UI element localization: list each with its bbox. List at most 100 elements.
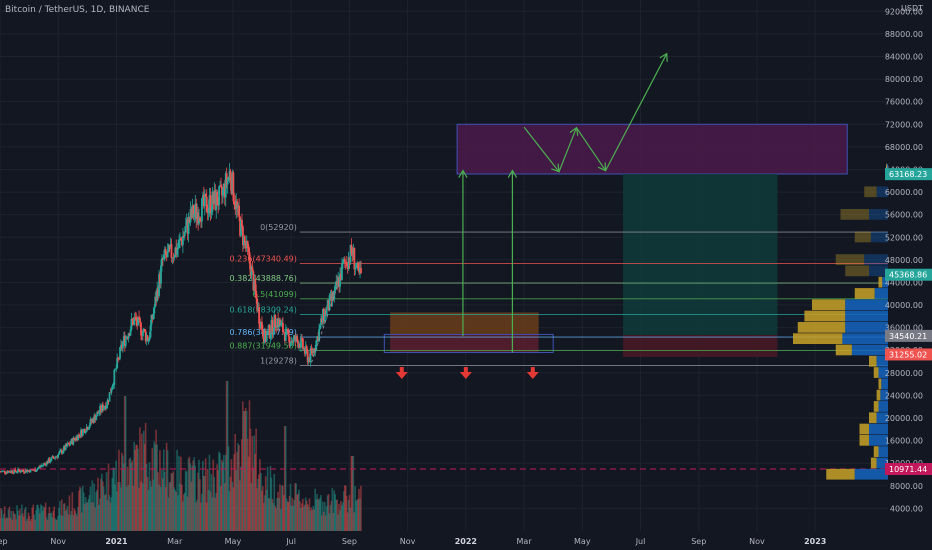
volume-bar — [74, 510, 76, 531]
volume-bar — [142, 430, 145, 531]
volume-bar — [261, 490, 263, 531]
candle-body — [201, 198, 203, 222]
candle-body — [11, 470, 14, 473]
volume-bar — [133, 442, 136, 531]
volume-bar — [266, 466, 269, 531]
volume-bar — [165, 442, 168, 531]
volume-bar — [138, 487, 140, 531]
time-axis[interactable]: Sep Nov 2021 Mar May Jul Sep Nov 2022 Mar May Jul Se… — [0, 537, 826, 546]
fibonacci-retracement[interactable]: 0(52920) 0.236(47340.49) 0.382(43888.76) 0.… — [230, 223, 888, 367]
candle-body — [339, 273, 341, 287]
volume-bar — [212, 459, 215, 531]
volume-bar — [105, 472, 108, 531]
candle-body — [225, 173, 228, 185]
candle-body — [158, 274, 160, 296]
candle-body — [6, 471, 9, 473]
volume-bar — [70, 510, 73, 531]
volume-bar — [333, 490, 336, 531]
volume-bar — [202, 475, 205, 531]
volume-bar — [205, 502, 208, 531]
candle-body — [21, 470, 24, 472]
x-tick-label: 2022 — [455, 537, 477, 546]
volume-bar — [349, 507, 352, 531]
candle-body — [99, 406, 101, 413]
volume-bar — [172, 471, 175, 531]
candle-body — [33, 468, 36, 471]
volume-bar — [280, 509, 282, 531]
candle-body — [321, 318, 323, 322]
profile-bar-down — [826, 468, 855, 480]
volume-bar — [208, 454, 211, 531]
candle-body — [56, 456, 59, 458]
volume-bar — [220, 486, 222, 531]
candle-body — [55, 456, 58, 458]
candle-body — [213, 190, 216, 204]
volume-bar — [342, 502, 344, 531]
candle-body — [236, 201, 239, 208]
candle-body — [37, 467, 40, 469]
candle-body — [246, 240, 249, 249]
volume-bar — [298, 489, 300, 531]
candle-body — [19, 470, 21, 473]
volume-bar — [21, 504, 23, 531]
volume-bar — [54, 518, 56, 531]
volume-bar — [112, 467, 115, 531]
candle-body — [222, 189, 224, 196]
candle-body — [194, 203, 197, 214]
candle-body — [170, 244, 173, 258]
price-tag-label: 34540.21 — [889, 332, 927, 341]
profile-bar-up — [874, 288, 888, 299]
candle-body — [315, 340, 318, 350]
candle-body — [177, 247, 180, 250]
candle-body — [286, 328, 289, 332]
volume-bar — [188, 456, 191, 531]
volume-bar — [228, 491, 231, 531]
candle-body — [17, 468, 19, 472]
volume-bar — [97, 477, 99, 531]
candle-body — [228, 170, 231, 177]
candle-body — [132, 320, 135, 325]
candle-body — [144, 331, 147, 342]
red-arrow-head — [395, 372, 408, 380]
take-profit-zone — [623, 173, 778, 335]
candle-body — [212, 191, 215, 204]
candle-body — [73, 437, 76, 440]
x-tick-label: Mar — [517, 537, 533, 546]
candle-body — [324, 310, 327, 315]
volume-bar — [40, 504, 42, 531]
candle-body — [197, 212, 200, 224]
volume-bar — [12, 510, 15, 531]
volume-bar — [275, 508, 277, 531]
volume-bar — [168, 482, 171, 531]
candle-body — [303, 348, 306, 354]
volume-bar — [352, 456, 355, 531]
volume-bar — [235, 470, 237, 531]
profile-bar-down — [873, 401, 879, 412]
candle-body — [335, 281, 338, 286]
candle-body — [128, 333, 131, 336]
volume-bar — [82, 492, 85, 531]
volume-bar — [173, 487, 176, 531]
volume-bar — [170, 472, 173, 531]
volume-bar — [49, 513, 52, 531]
candle-body — [129, 329, 132, 336]
volume-bar — [291, 497, 294, 531]
volume-bar — [231, 481, 234, 531]
volume-bar — [288, 495, 291, 531]
drawings[interactable] — [0, 52, 888, 470]
profile-bar-down — [869, 355, 877, 367]
candle-body — [330, 293, 333, 301]
candle-body — [291, 341, 294, 343]
candle-body — [46, 461, 49, 464]
volume-bar — [326, 495, 329, 531]
volume-bar — [35, 510, 37, 531]
red-arrow-head — [526, 372, 539, 380]
volume-bar — [360, 485, 362, 531]
candle-body — [12, 472, 15, 474]
candle-body — [140, 322, 142, 336]
price-tags: 63168.23 45368.86 34540.21 31255.02 10971.44 — [885, 168, 932, 476]
profile-bar-up — [845, 299, 888, 311]
candle-body — [338, 277, 341, 287]
volume-bar — [355, 500, 357, 531]
